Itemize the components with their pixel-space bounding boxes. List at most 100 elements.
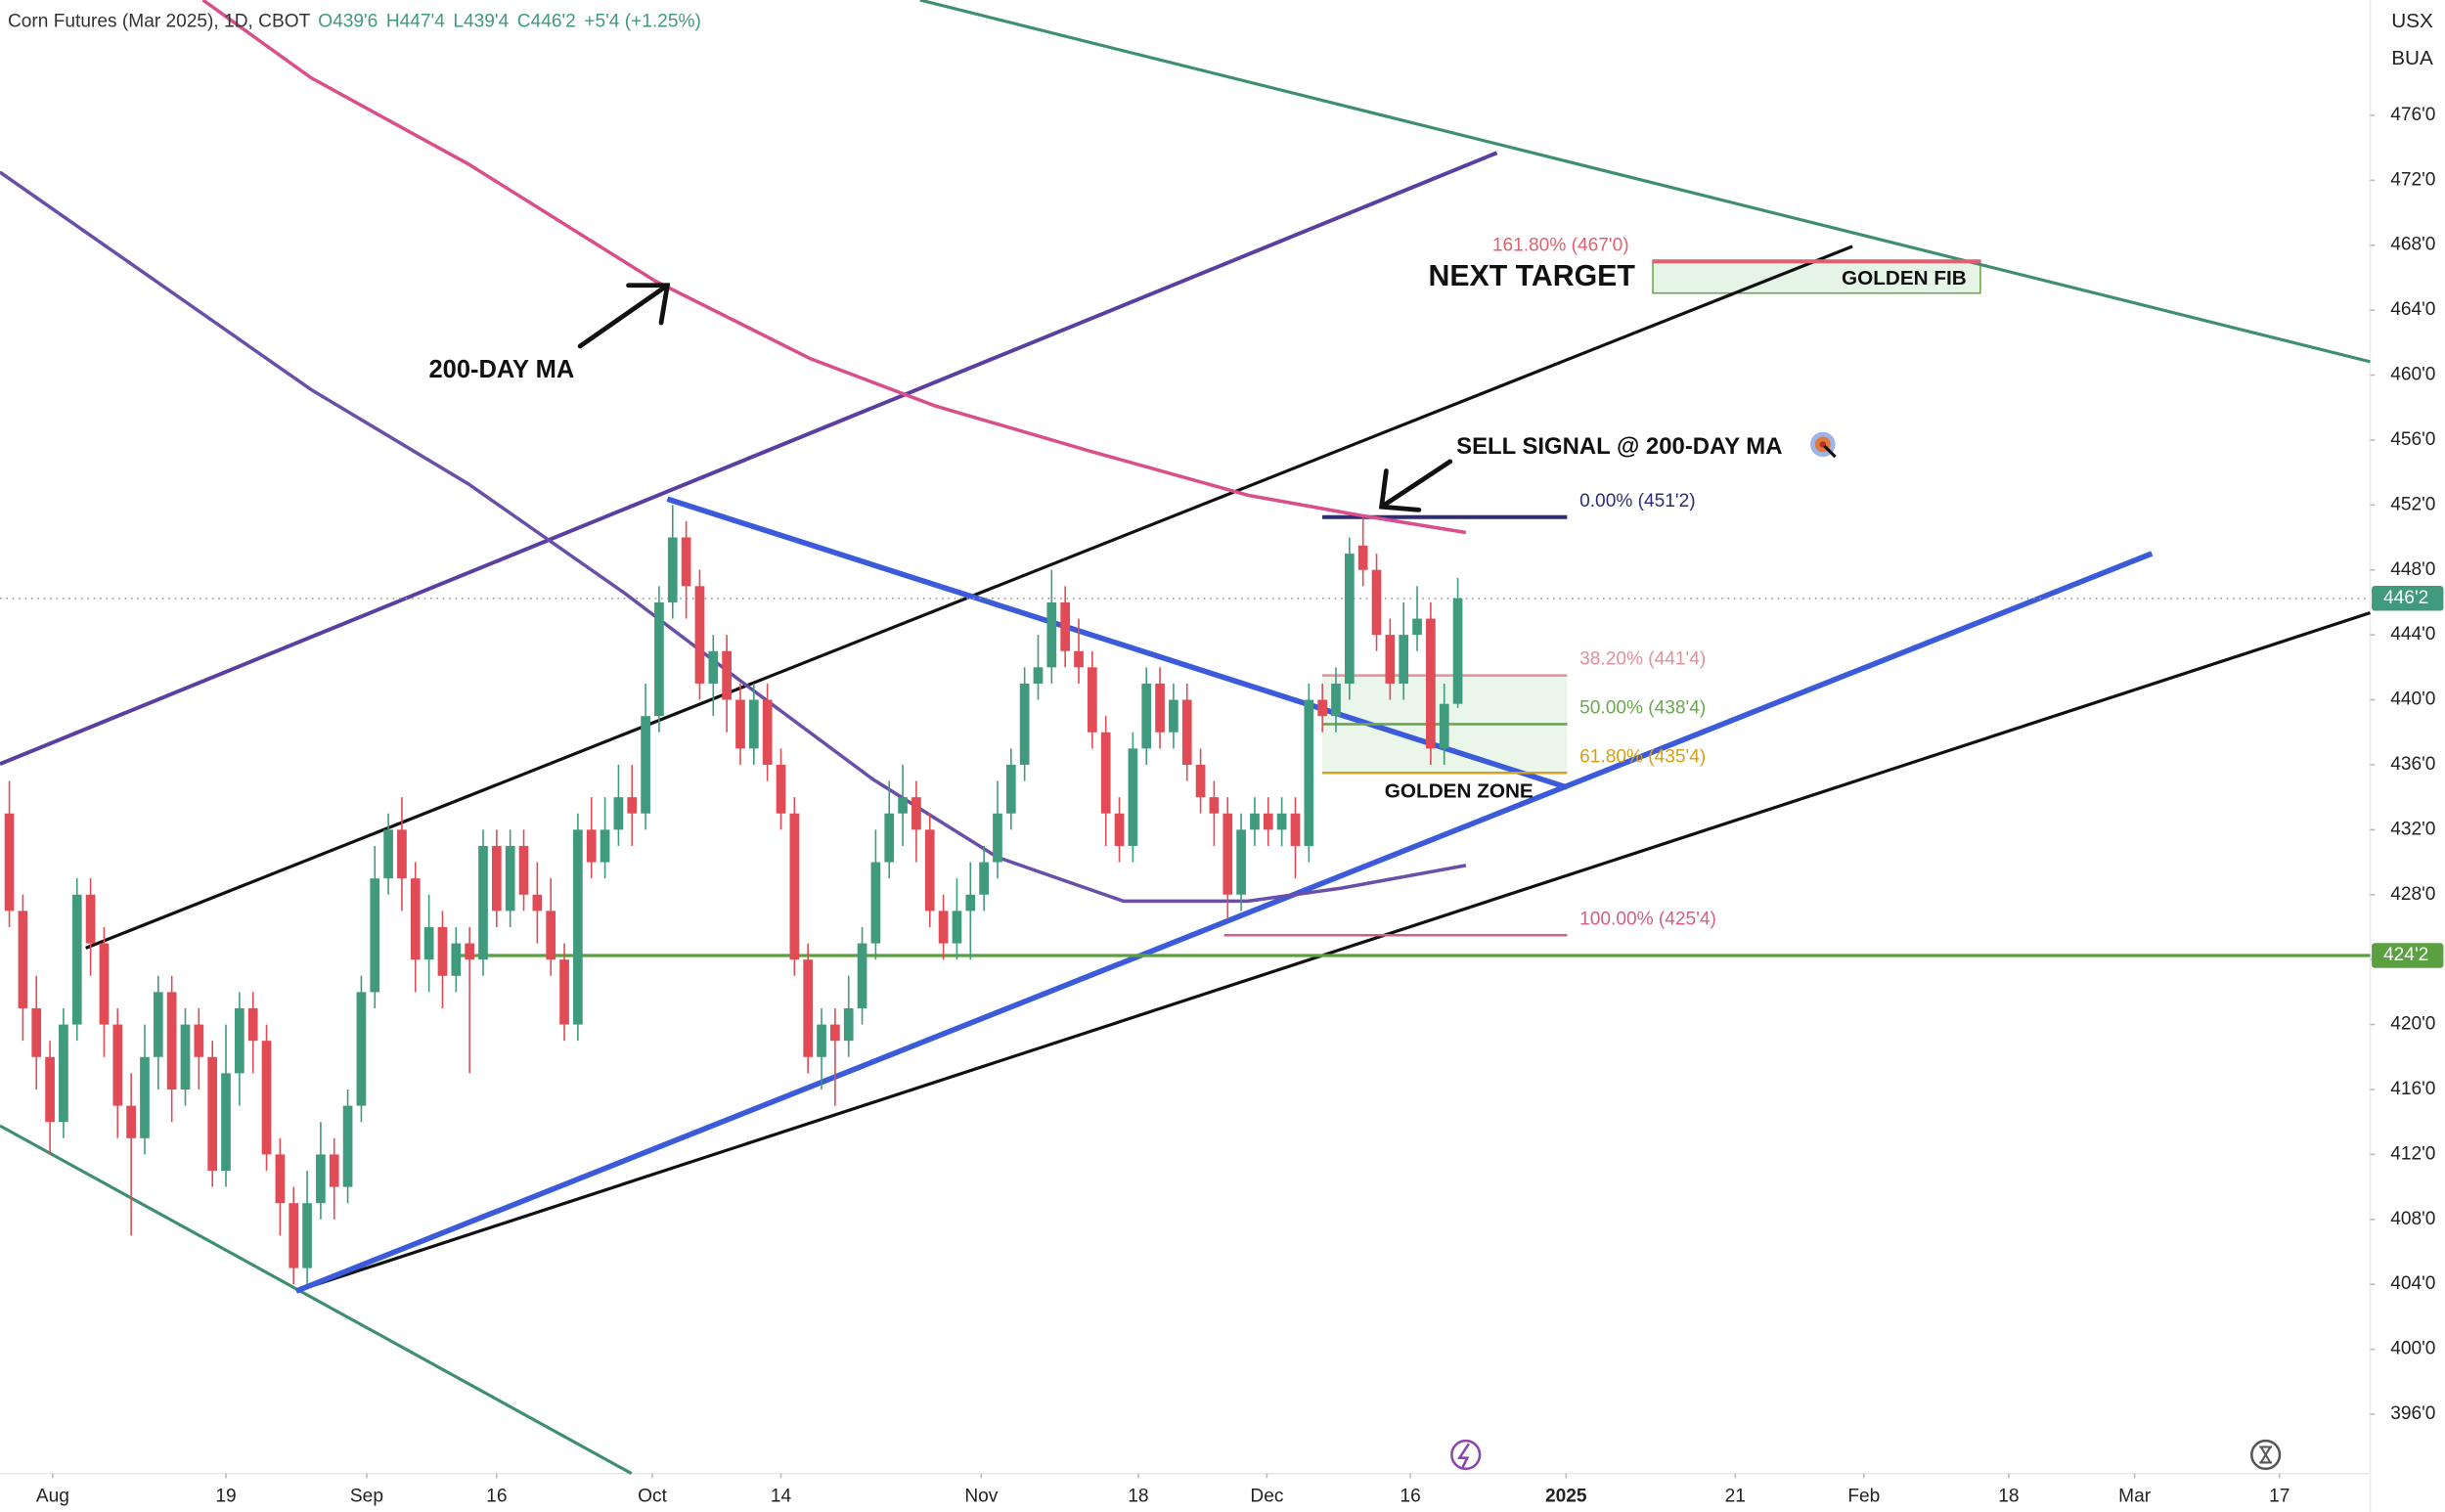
trendline [294,551,2154,1294]
moving-average [0,170,1467,904]
candle-body [735,699,745,749]
candle-body [180,1024,191,1090]
candle-body [85,894,96,944]
candle-body [1005,764,1016,814]
fib-label: 50.00% (438'4) [1579,698,1706,719]
y-tick-label: 420'0 [2390,1014,2435,1035]
candle-body [681,537,691,587]
x-tick-label: 2025 [1545,1487,1587,1507]
candle-body [342,1105,353,1187]
x-tick-label: Oct [638,1487,667,1507]
candle-body [491,845,502,912]
candle-body [600,829,610,863]
candle-body [1181,699,1192,765]
candle-body [613,797,624,830]
y-tick-label: 428'0 [2390,884,2435,905]
candle-body [397,829,407,879]
ohlc-open: O439'6 [318,11,378,31]
candle-body [423,926,434,960]
candle-body [153,992,163,1057]
candle-body [235,1007,244,1074]
candle-body [1412,618,1422,636]
candle-body [965,894,976,912]
moving-average [201,0,1467,535]
y-tick-label: 444'0 [2390,624,2435,645]
fib-label: 100.00% (425'4) [1579,909,1716,929]
candle-body [1426,618,1436,749]
candle-body [1074,650,1084,668]
candle-body [924,829,935,912]
candle-body [1357,545,1368,570]
candle-body [1452,598,1463,704]
candle-body [911,797,921,830]
chart-title: Corn Futures (Mar 2025), 1D, CBOT [8,11,311,31]
candle-body [383,829,393,879]
candle-body [1128,748,1138,846]
y-tick-label: 432'0 [2390,819,2435,839]
ohlc-low: L439'4 [453,11,509,31]
candle-body [1276,813,1287,830]
candle-body [275,1154,286,1204]
annotation: 200-DAY MA [428,356,574,383]
candle-body [1250,813,1260,830]
price-label-box [2372,586,2444,611]
candle-body [126,1105,136,1138]
candle-body [370,878,380,993]
candle-body [830,1024,840,1042]
candle-body [1060,601,1071,651]
x-tick-label: Mar [2118,1487,2152,1507]
x-tick-label: Aug [36,1487,69,1507]
candle-body [1019,683,1030,765]
event-icon [2250,1439,2282,1471]
toolbar-item[interactable]: USX [2391,10,2433,32]
candle-body [302,1203,312,1268]
candle-body [4,813,15,912]
x-tick-label: Sep [350,1487,383,1507]
y-tick-label: 476'0 [2390,105,2435,125]
candle-body [559,959,569,1025]
candle-body [437,926,448,976]
candle-body [451,943,462,976]
candle-body [1439,703,1449,749]
candle-body [99,943,110,1025]
x-tick-label: 16 [1400,1487,1420,1507]
y-tick-label: 396'0 [2390,1403,2435,1424]
candle-body [667,537,678,602]
fib-label: 38.20% (441'4) [1579,649,1706,670]
candle-body [884,813,895,863]
candle-body [694,586,705,684]
candle-body [1222,813,1233,895]
candle-body [870,862,881,944]
event-icon [1450,1439,1482,1471]
candle-body [654,601,664,717]
candle-body [1114,813,1125,846]
candle-body [31,1007,42,1057]
trendline [0,1124,633,1476]
x-tick-label: 14 [771,1487,792,1507]
y-tick-label: 460'0 [2390,365,2435,385]
x-tick-label: Feb [1847,1487,1880,1507]
candle-body [641,716,650,814]
annotation: SELL SIGNAL @ 200-DAY MA [1456,433,1782,460]
candle-body [1033,667,1044,684]
y-tick-label: 440'0 [2390,689,2435,710]
arrow [1378,459,1453,512]
x-tick-label: 19 [215,1487,236,1507]
candle-body [708,650,719,684]
candle-body [505,845,515,912]
toolbar-item[interactable]: BUA [2391,47,2433,69]
trendline [919,0,2371,364]
candle-body [817,1024,826,1057]
candle-body [952,911,962,944]
candle-body [1399,635,1409,684]
x-tick-label: 18 [1998,1487,2019,1507]
candle-body [465,943,474,960]
candle-body [289,1203,299,1268]
candle-body [247,1007,258,1042]
fib-label: 0.00% (451'2) [1579,491,1695,511]
fib-label: 61.80% (435'4) [1579,746,1706,767]
candle-body [261,1041,272,1155]
y-tick-label: 448'0 [2390,559,2435,580]
trendline [666,496,1569,790]
